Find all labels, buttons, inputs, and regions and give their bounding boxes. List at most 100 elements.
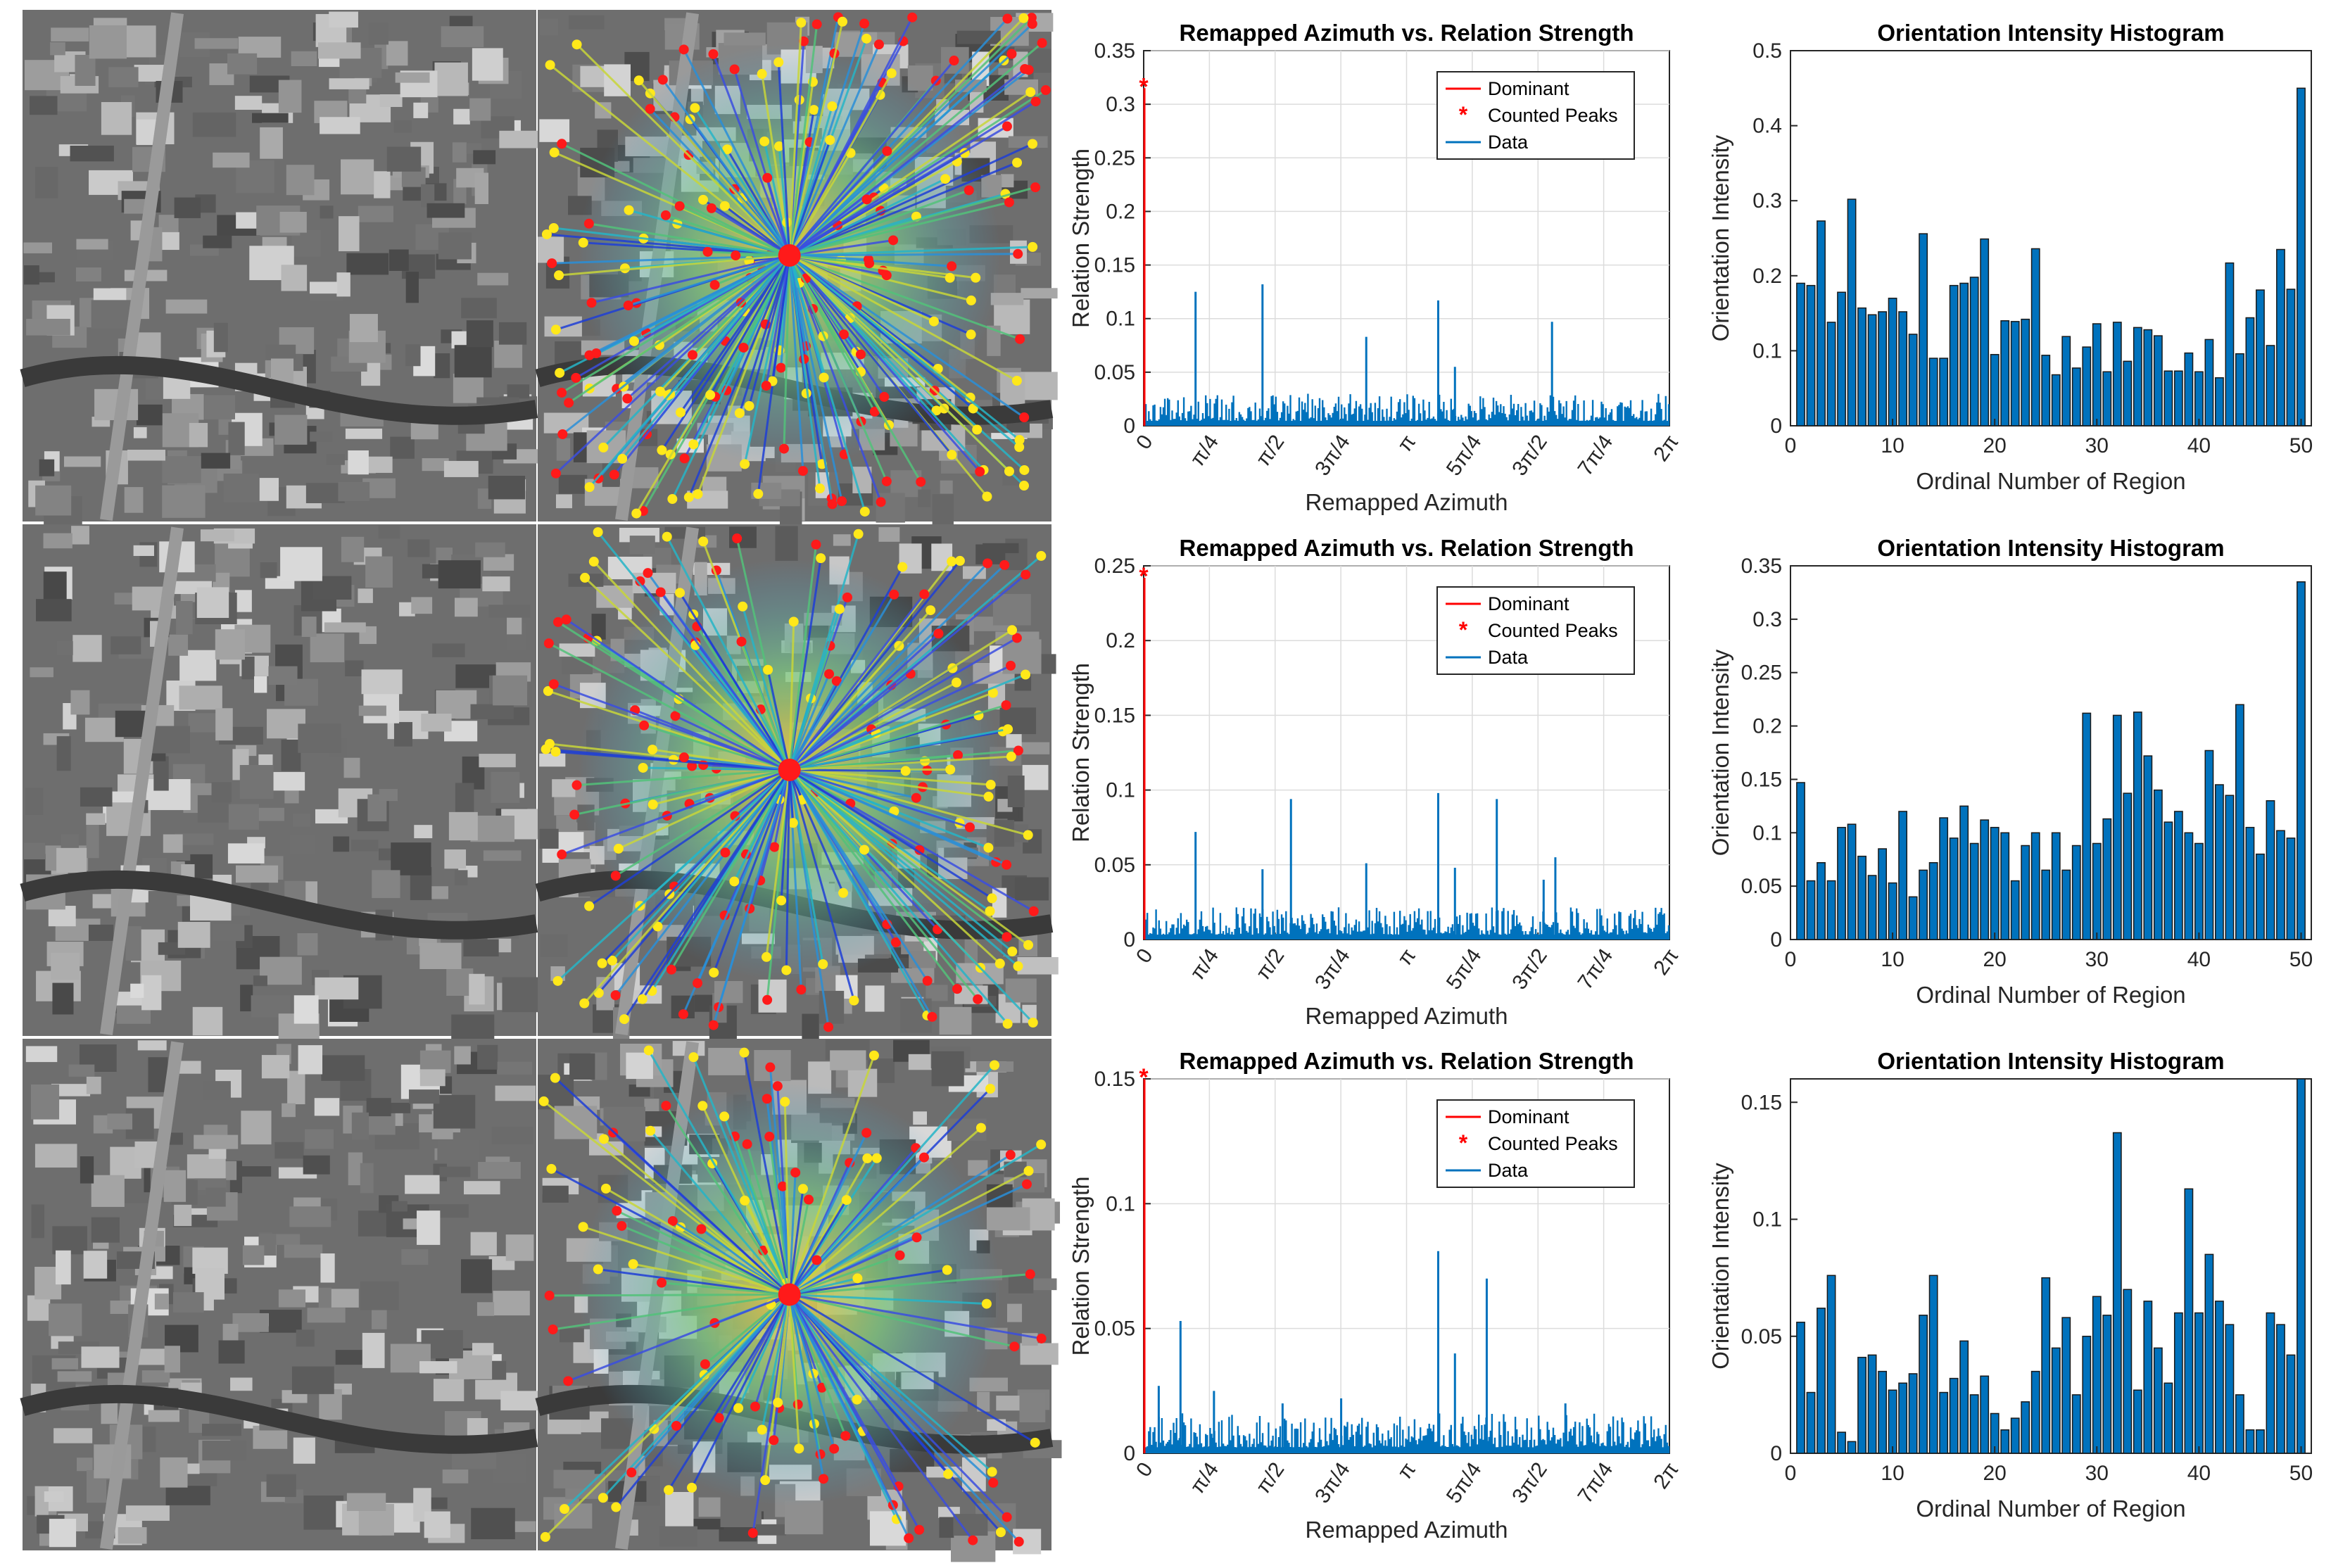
relation-ray [789, 769, 1029, 836]
building-block [1021, 372, 1058, 400]
building-centroid-marker [740, 1195, 750, 1206]
building-block [39, 459, 55, 476]
building-centroid-marker [780, 1096, 790, 1107]
building-block [213, 152, 250, 168]
x-tick-label: 10 [1881, 1462, 1904, 1485]
histogram-bar [2194, 1312, 2204, 1454]
building-centroid-marker [947, 450, 957, 460]
relation-ray [783, 255, 791, 449]
building-centroid-marker [617, 1220, 627, 1231]
building-centroid-marker [864, 258, 875, 269]
relation-ray [643, 724, 790, 771]
building-block [284, 1244, 323, 1258]
relation-strength-chart-1: Remapped Azimuth vs. Relation Strength 0 0… [1068, 20, 1684, 515]
building-block [25, 788, 44, 815]
histogram-bar [2010, 321, 2020, 426]
histogram-bar [2276, 248, 2285, 426]
histogram-bar [2030, 832, 2040, 940]
building-block [71, 526, 89, 545]
aerial-photo-3 [20, 1039, 545, 1550]
building-block [176, 600, 193, 635]
building-centroid-marker [729, 64, 740, 75]
building-block [266, 1474, 296, 1498]
histogram-bar [1969, 1394, 1979, 1454]
y-tick-label: 0.3 [1752, 189, 1782, 213]
relation-ray [733, 769, 791, 883]
building-block [913, 1111, 928, 1125]
building-centroid-marker [951, 677, 961, 688]
building-centroid-marker [693, 489, 703, 500]
building-centroid-marker [816, 553, 826, 564]
histogram-bar [1980, 819, 1990, 940]
building-block [365, 556, 393, 588]
histogram-bar [2143, 329, 2153, 426]
y-axis-label: Orientation Intensity [1707, 134, 1733, 341]
y-tick-label: 0 [1123, 1442, 1135, 1465]
building-block [956, 30, 1001, 44]
relation-ray [788, 1132, 868, 1296]
building-block [253, 975, 267, 987]
x-tick-label: 20 [1983, 1462, 2007, 1485]
relation-ray [743, 255, 791, 464]
building-centroid-marker [693, 978, 703, 989]
relation-ray [711, 207, 790, 257]
histogram-bar [1847, 1441, 1857, 1454]
building-centroid-marker [719, 201, 730, 211]
building-centroid-marker [708, 1020, 719, 1030]
building-centroid-marker [988, 1477, 999, 1488]
histogram-bar [2092, 323, 2102, 426]
histogram-bar [1826, 1275, 1836, 1454]
building-block [309, 301, 339, 320]
histogram-bar [2123, 792, 2133, 940]
relation-ray [788, 106, 833, 256]
x-tick-label: 30 [2085, 948, 2109, 971]
building-block [331, 1289, 359, 1308]
histogram-bar [2102, 371, 2112, 426]
building-block [482, 576, 510, 592]
building-centroid-marker [763, 664, 773, 675]
relation-ray [788, 769, 1019, 968]
building-centroid-marker [557, 849, 567, 860]
building-block [36, 599, 72, 621]
relation-ray [576, 44, 790, 257]
y-tick-label: 0 [1770, 928, 1782, 951]
building-centroid-marker [733, 1403, 744, 1413]
relation-ray [558, 254, 790, 277]
histogram-bar [2061, 869, 2071, 940]
legend-swatch-peaks: * [1459, 617, 1468, 643]
relation-ray [788, 1294, 800, 1449]
relation-ray [662, 79, 790, 256]
building-centroid-marker [796, 985, 807, 995]
histogram-bar [2215, 377, 2224, 426]
building-block [708, 1047, 746, 1075]
relation-ray [788, 633, 940, 771]
chart-title: Remapped Azimuth vs. Relation Strength [1179, 20, 1634, 46]
building-block [390, 436, 415, 459]
relation-ray [688, 255, 791, 498]
building-block [461, 1259, 493, 1294]
relation-ray [789, 143, 1033, 257]
histogram-bar [2153, 335, 2163, 426]
relation-ray [788, 769, 959, 990]
relation-ray [788, 621, 795, 771]
building-block [296, 1329, 315, 1347]
building-block [977, 1391, 990, 1412]
building-block [130, 983, 144, 998]
building-centroid-marker [1003, 724, 1013, 735]
building-block [43, 571, 67, 602]
building-block [136, 404, 163, 426]
building-centroid-marker [868, 1050, 879, 1061]
relation-ray [601, 769, 790, 964]
relation-ray [789, 704, 1006, 771]
building-centroid-marker [907, 12, 918, 23]
building-block [91, 1175, 125, 1207]
histogram-bar [2071, 1394, 2081, 1454]
building-block [493, 675, 528, 706]
building-block [343, 757, 360, 778]
histogram-bar [2163, 1382, 2173, 1454]
building-block [203, 1081, 231, 1101]
building-centroid-marker [631, 508, 642, 519]
building-block [50, 42, 65, 56]
building-centroid-marker [541, 744, 551, 754]
y-tick-label: 0.05 [1741, 1325, 1782, 1348]
